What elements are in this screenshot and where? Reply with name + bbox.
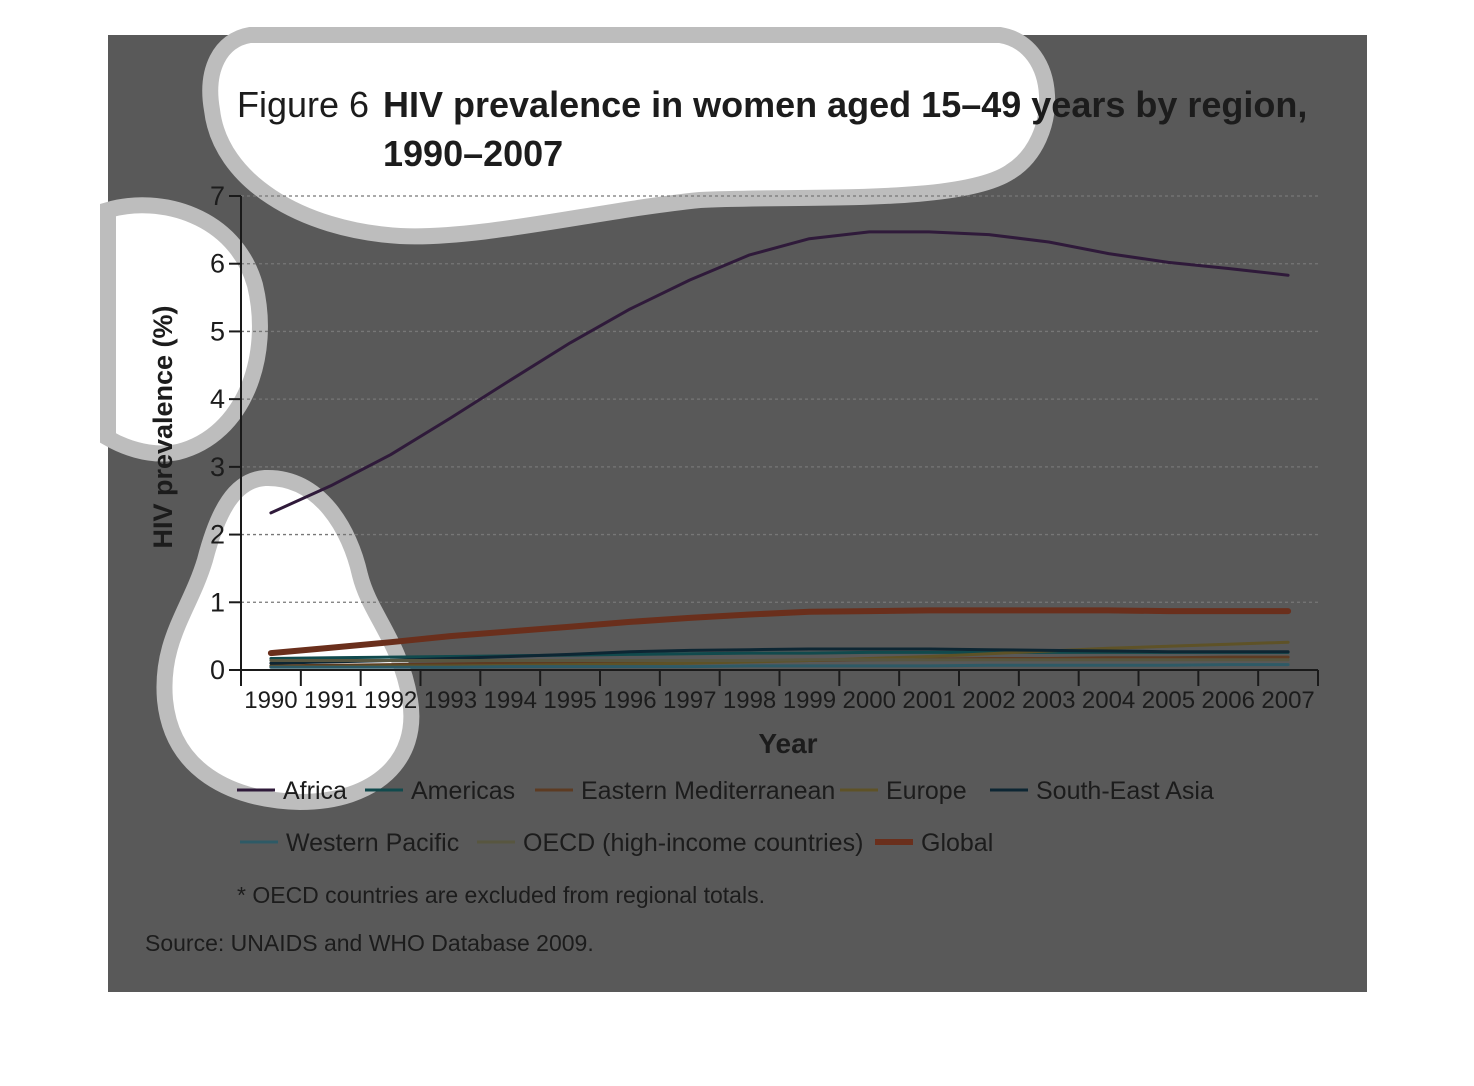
legend-label-oecd-high-income-countries: OECD (high-income countries): [523, 829, 863, 857]
plot-area: [267, 230, 1292, 669]
series-line-global: [267, 607, 1292, 657]
legend-label-western-pacific: Western Pacific: [286, 829, 459, 857]
title-highlight-bubble: [202, 27, 1056, 245]
chart-title-line-2: 1990–2007: [383, 133, 563, 174]
legend-label-global: Global: [921, 829, 993, 857]
axes: 0 1 2 3 4 5 6 7 1990 1991 1992 1993 1994 1995 1996 1997…: [210, 181, 1319, 714]
legend-label-europe: Europe: [886, 777, 967, 805]
series-line-oecd-high-income-countries: [269, 658, 1290, 662]
x-axis-label: Year: [758, 728, 817, 759]
chart-title-line-1: HIV prevalence in women aged 15–49 years…: [383, 84, 1307, 125]
x-tick-label: 1992: [364, 687, 417, 714]
y-tick-label: 6: [210, 249, 225, 279]
x-tick-label: 2001: [902, 687, 955, 714]
y-tick-label: 7: [210, 181, 225, 211]
x-tick-label: 2007: [1261, 687, 1314, 714]
highlight-overlays: [100, 27, 1056, 811]
y-tick-label: 1: [210, 587, 225, 617]
x-tick-label: 2004: [1082, 687, 1135, 714]
yaxis-highlight-bubble: [100, 197, 268, 462]
y-tick-label: 3: [210, 452, 225, 482]
x-tick-label: 1993: [424, 687, 477, 714]
legend-label-americas: Americas: [411, 777, 515, 805]
x-tick-label: 1991: [304, 687, 357, 714]
series-line-western-pacific: [269, 663, 1290, 669]
y-tick-label: 5: [210, 316, 225, 346]
y-tick-label: 4: [210, 384, 225, 414]
x-tick-label: 1995: [543, 687, 596, 714]
x-tick-label: 2002: [962, 687, 1015, 714]
x-tick-label: 1994: [484, 687, 537, 714]
series-line-south-east-asia: [269, 647, 1290, 665]
x-tick-label: 2005: [1142, 687, 1195, 714]
source-note: Source: UNAIDS and WHO Database 2009.: [145, 930, 594, 956]
y-axis-label: HIV prevalence (%): [148, 305, 178, 548]
title-block: Figure 6 HIV prevalence in women aged 15…: [237, 84, 1307, 174]
x-tick-label: 1997: [663, 687, 716, 714]
legend: Africa Americas Eastern Mediterranean Europ…: [237, 777, 1214, 857]
x-tick-label: 1996: [603, 687, 656, 714]
x-tick-label: 1999: [783, 687, 836, 714]
y-tick-label: 0: [210, 655, 225, 685]
x-tick-label: 1990: [244, 687, 297, 714]
x-tick-label: 2000: [843, 687, 896, 714]
origin-highlight-bubble: [156, 469, 420, 811]
x-tick-label: 1998: [723, 687, 776, 714]
figure-label: Figure 6: [237, 84, 369, 125]
legend-label-eastern-mediterranean: Eastern Mediterranean: [581, 777, 835, 805]
legend-label-africa: Africa: [283, 777, 347, 805]
x-tick-label: 2003: [1022, 687, 1075, 714]
x-tick-label: 2006: [1202, 687, 1255, 714]
footnote: * OECD countries are excluded from regio…: [237, 882, 765, 908]
y-tick-label: 2: [210, 520, 225, 550]
series-line-africa: [269, 230, 1290, 515]
legend-label-south-east-asia: South-East Asia: [1036, 777, 1214, 805]
